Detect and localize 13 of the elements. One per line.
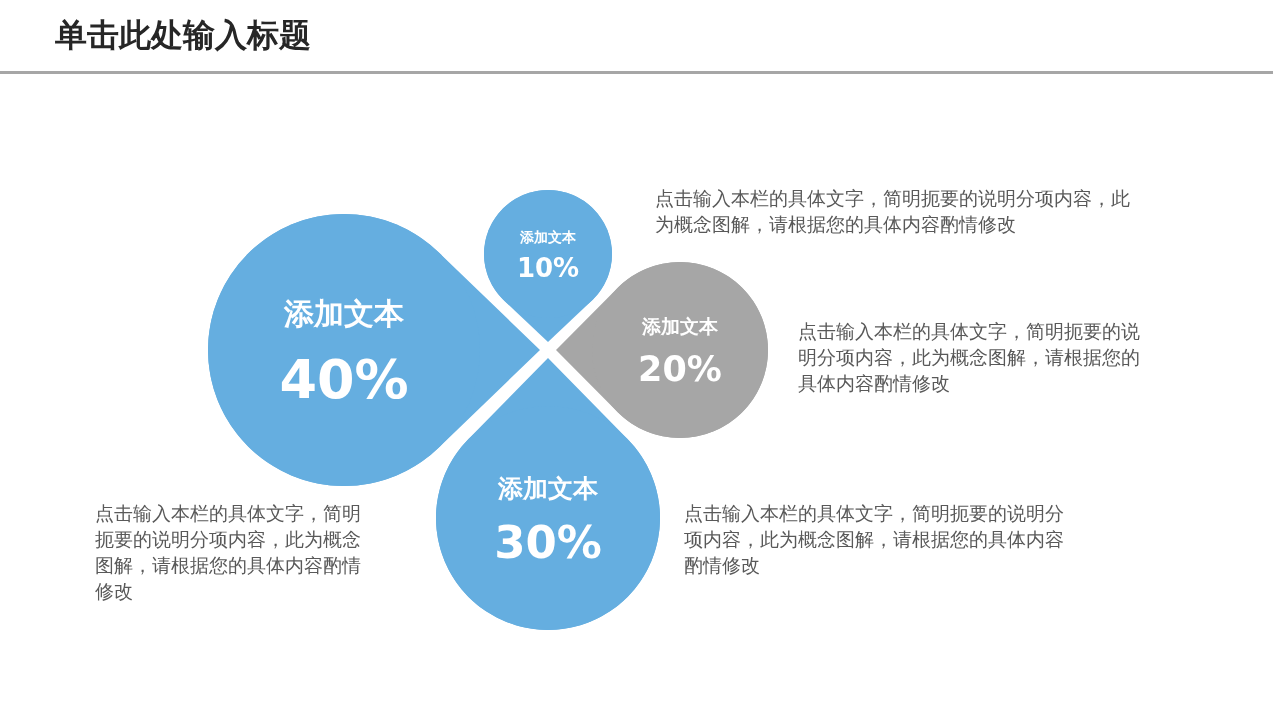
data-label: 20%	[638, 349, 722, 390]
text: 单击此处输入标题	[55, 15, 311, 56]
data-label: 30%	[494, 515, 602, 569]
category-label: 添加文本	[283, 295, 405, 331]
text: 点击输入本栏的具体文字，简明扼要的说明分项内容，此为概念图解，请根据您的具体内容酌情修改	[95, 501, 362, 604]
text: 点击输入本栏的具体文字，简明扼要的说明分项内容，此为概念图解，请根据您的具体内容酌情修改	[798, 319, 1141, 396]
category-label: 添加文本	[497, 473, 599, 503]
text: 点击输入本栏的具体文字，简明扼要的说明分项内容，此为概念图解，请根据您的具体内容酌情修改	[655, 186, 1131, 237]
text: 点击输入本栏的具体文字，简明扼要的说明分项内容，此为概念图解，请根据您的具体内容酌情修改	[684, 501, 1065, 578]
category-label: 添加文本	[641, 314, 719, 337]
data-label: 10%	[516, 252, 580, 283]
data-label: 40%	[279, 348, 409, 412]
category-label: 添加文本	[519, 228, 577, 245]
